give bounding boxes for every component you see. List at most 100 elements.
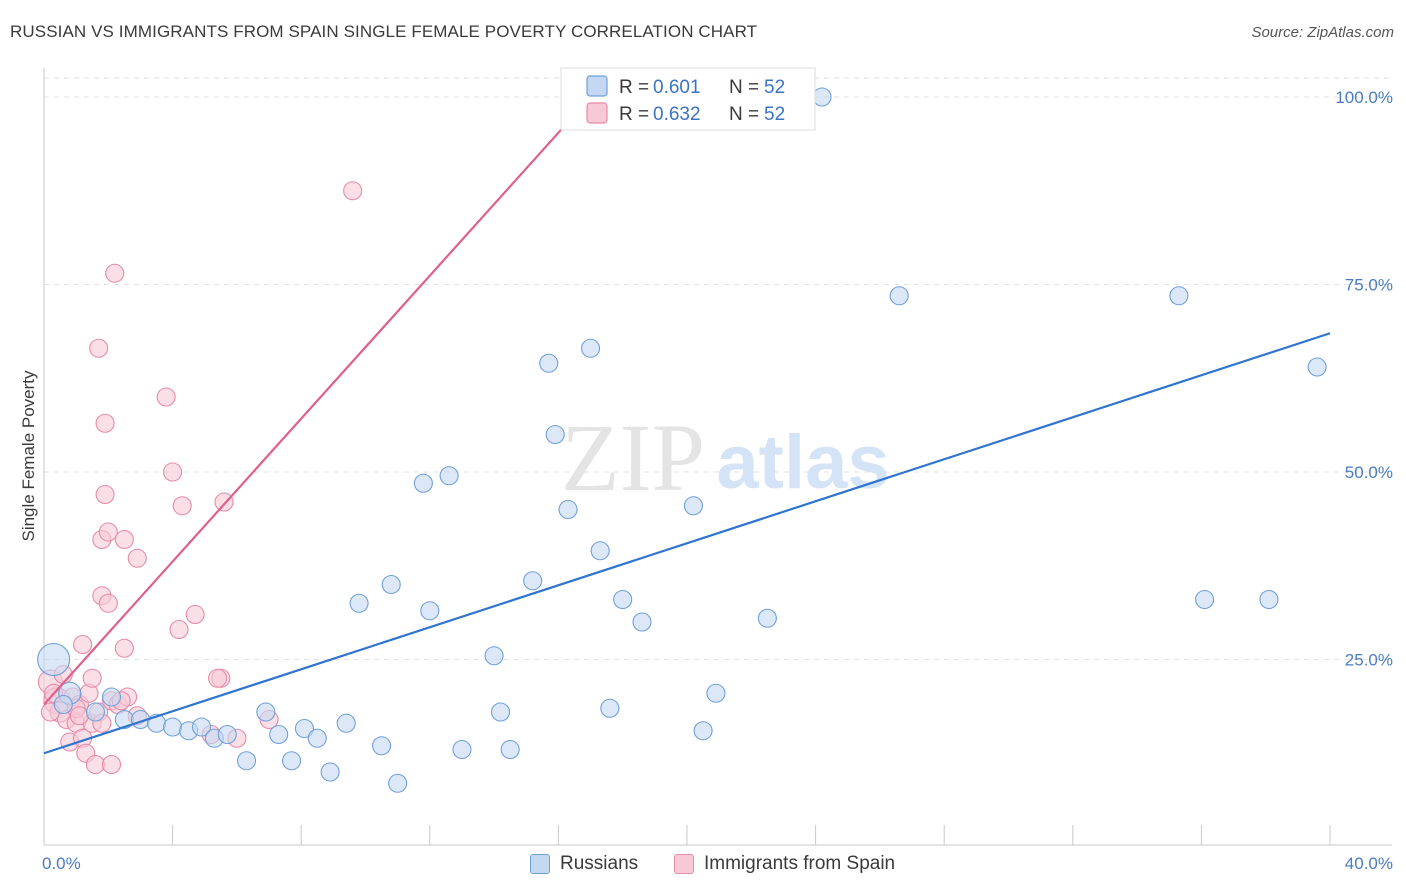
spain-points bbox=[37, 87, 585, 775]
y-tick-label: 50.0% bbox=[1345, 463, 1393, 482]
russians-point bbox=[349, 593, 369, 613]
spain-point bbox=[127, 548, 147, 568]
russians-points bbox=[37, 87, 1327, 793]
russians-point bbox=[539, 353, 559, 373]
russians-point bbox=[490, 702, 511, 722]
bottom-legend: Russians Immigrants from Spain bbox=[0, 850, 1406, 880]
legend-item-russians: Russians bbox=[530, 853, 638, 875]
russians-point bbox=[256, 702, 276, 722]
legend-n-label: N = bbox=[729, 104, 759, 125]
russians-point bbox=[1259, 589, 1279, 610]
legend-box: R = 0.601 N = 52 R = 0.632 N = 52 bbox=[560, 67, 816, 131]
russians-point bbox=[320, 762, 340, 782]
chart-title: RUSSIAN VS IMMIGRANTS FROM SPAIN SINGLE … bbox=[10, 22, 758, 41]
russians-point bbox=[757, 608, 777, 628]
russians-point bbox=[706, 683, 726, 703]
legend-r-label: R = bbox=[619, 104, 649, 125]
russians-point bbox=[812, 87, 832, 107]
russians-point bbox=[37, 642, 71, 677]
trend-lines bbox=[43, 96, 1331, 755]
spain-point bbox=[156, 387, 176, 407]
spain-point bbox=[208, 668, 228, 688]
spain-point bbox=[172, 496, 192, 516]
russians-point bbox=[523, 571, 543, 591]
spain-point bbox=[73, 634, 93, 655]
russians-point bbox=[439, 466, 459, 486]
russians-point bbox=[600, 698, 620, 718]
russians-point bbox=[545, 424, 565, 445]
legend-swatch-spain bbox=[586, 102, 608, 124]
russians-point bbox=[613, 589, 633, 610]
y-tick-label: 75.0% bbox=[1345, 276, 1393, 295]
russians-point bbox=[1195, 589, 1215, 610]
russians-point bbox=[683, 496, 703, 516]
russians-point bbox=[580, 338, 601, 358]
russians-point bbox=[282, 751, 302, 771]
spain-point bbox=[95, 484, 115, 505]
russians-point bbox=[372, 736, 392, 756]
russians-point bbox=[336, 713, 356, 733]
russians-point bbox=[632, 612, 652, 632]
spain-point bbox=[114, 638, 134, 658]
watermark-zip: ZIP bbox=[561, 404, 705, 511]
russians-point bbox=[53, 694, 73, 715]
russians-point bbox=[1307, 357, 1327, 377]
russians-point bbox=[85, 702, 105, 722]
legend-n-value: 52 bbox=[764, 77, 785, 98]
russians-point bbox=[388, 773, 408, 793]
grid bbox=[44, 77, 1392, 660]
legend-item-spain: Immigrants from Spain bbox=[674, 853, 895, 875]
legend-swatch-spain bbox=[674, 854, 694, 874]
legend-n-value: 52 bbox=[764, 104, 785, 125]
russians-point bbox=[269, 724, 289, 745]
legend-r-label: R = bbox=[619, 77, 649, 98]
legend-label-russians: Russians bbox=[560, 853, 639, 874]
legend-r-value: 0.601 bbox=[653, 77, 701, 98]
spain-point bbox=[85, 754, 105, 775]
legend-swatch-russians bbox=[586, 75, 608, 97]
spain-point bbox=[101, 754, 122, 775]
source-label: Source: ZipAtlas.com bbox=[1251, 24, 1394, 41]
spain-point bbox=[98, 522, 118, 542]
tick-labels: 100.0% 75.0% 50.0% 25.0% 0.0% 40.0% bbox=[42, 88, 1393, 873]
legend-swatch-russians bbox=[530, 854, 550, 874]
x-tick-label: 40.0% bbox=[1345, 854, 1393, 873]
spain-point bbox=[82, 668, 102, 688]
legend-label-spain: Immigrants from Spain bbox=[704, 853, 896, 874]
y-tick-label: 100.0% bbox=[1335, 88, 1393, 107]
russians-point bbox=[236, 751, 257, 771]
y-tick-label: 25.0% bbox=[1345, 651, 1393, 670]
spain-point bbox=[95, 413, 115, 433]
spain-trend-line bbox=[43, 96, 592, 706]
spain-point bbox=[69, 706, 89, 726]
spain-point bbox=[89, 338, 109, 358]
russians-point bbox=[413, 473, 433, 493]
russians-point bbox=[101, 687, 122, 707]
russians-point bbox=[1169, 286, 1189, 306]
russians-point bbox=[889, 286, 909, 306]
spain-point bbox=[214, 492, 234, 512]
watermark-atlas: atlas bbox=[716, 420, 889, 505]
russians-point bbox=[217, 724, 237, 745]
spain-point bbox=[98, 593, 118, 613]
russians-point bbox=[420, 601, 440, 621]
russians-point bbox=[163, 717, 183, 737]
x-tick-label: 0.0% bbox=[42, 854, 81, 873]
spain-point bbox=[105, 263, 125, 283]
russians-point bbox=[191, 717, 212, 737]
russians-point bbox=[590, 541, 610, 561]
spain-point bbox=[343, 181, 363, 201]
spain-point bbox=[185, 604, 205, 625]
spain-point bbox=[163, 462, 183, 482]
russians-point bbox=[693, 721, 713, 741]
legend-n-label: N = bbox=[729, 77, 759, 98]
spain-point bbox=[169, 619, 189, 640]
legend-r-value: 0.632 bbox=[653, 104, 701, 125]
russians-point bbox=[452, 739, 472, 760]
russians-point bbox=[500, 739, 520, 760]
russians-point bbox=[558, 499, 578, 520]
russians-point bbox=[381, 574, 401, 595]
russians-point bbox=[484, 646, 504, 666]
watermark: ZIP atlas bbox=[561, 404, 890, 511]
